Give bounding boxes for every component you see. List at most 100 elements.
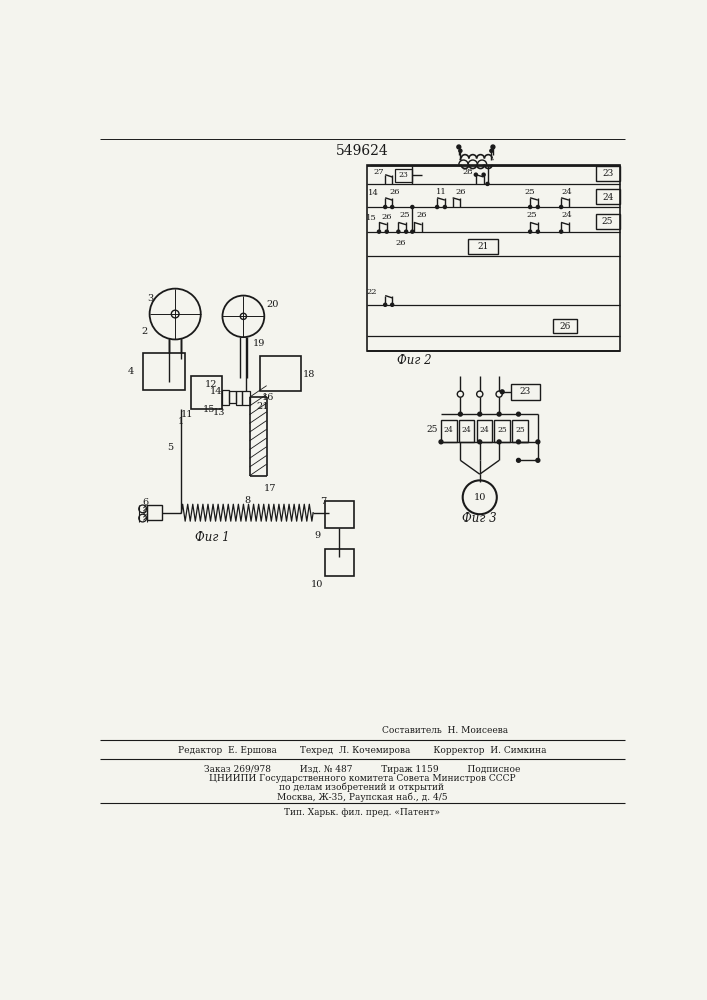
- Text: Фиг 1: Фиг 1: [195, 531, 230, 544]
- Text: 26: 26: [455, 188, 466, 196]
- Circle shape: [391, 303, 394, 306]
- Bar: [395, 169, 412, 182]
- Text: 18: 18: [303, 370, 315, 379]
- Bar: [494, 420, 510, 442]
- Bar: [222, 389, 230, 405]
- Text: Москва, Ж-35, Раупская наб., д. 4/5: Москва, Ж-35, Раупская наб., д. 4/5: [276, 792, 448, 802]
- Text: 24: 24: [444, 426, 454, 434]
- Text: 9: 9: [314, 531, 320, 540]
- Text: 4: 4: [128, 367, 134, 376]
- Circle shape: [411, 205, 414, 209]
- Circle shape: [443, 205, 446, 209]
- Text: 26: 26: [390, 188, 399, 196]
- Circle shape: [439, 440, 443, 444]
- Text: Тип. Харьк. фил. пред. «Патент»: Тип. Харьк. фил. пред. «Патент»: [284, 808, 440, 817]
- Text: 24: 24: [479, 426, 489, 434]
- Bar: [325, 501, 354, 528]
- Text: 10: 10: [311, 580, 323, 589]
- Circle shape: [459, 149, 462, 152]
- Text: 5: 5: [167, 443, 173, 452]
- Text: 14: 14: [210, 387, 223, 396]
- Bar: [230, 391, 235, 403]
- Text: 21: 21: [257, 402, 269, 411]
- Bar: [441, 420, 457, 442]
- Bar: [146, 505, 162, 520]
- Circle shape: [478, 412, 481, 416]
- Circle shape: [537, 230, 539, 233]
- Text: Фиг 2: Фиг 2: [397, 354, 431, 367]
- Text: 25: 25: [602, 217, 614, 226]
- Circle shape: [529, 205, 532, 209]
- Text: 25: 25: [497, 426, 507, 434]
- Text: 25: 25: [399, 211, 410, 219]
- Text: 24: 24: [602, 192, 613, 202]
- Circle shape: [384, 303, 387, 306]
- Text: по делам изобретений и открытий: по делам изобретений и открытий: [279, 783, 445, 792]
- Circle shape: [536, 440, 540, 444]
- Text: 10: 10: [474, 493, 486, 502]
- Text: Составитель  Н. Моисеева: Составитель Н. Моисеева: [382, 726, 508, 735]
- Circle shape: [436, 205, 438, 209]
- Circle shape: [474, 173, 477, 176]
- Circle shape: [482, 173, 485, 176]
- Text: 26: 26: [416, 211, 427, 219]
- Circle shape: [397, 230, 400, 233]
- Text: 14: 14: [368, 189, 379, 197]
- Bar: [596, 166, 620, 181]
- Text: 11: 11: [180, 410, 193, 419]
- Circle shape: [529, 230, 532, 233]
- Text: 20: 20: [267, 300, 279, 309]
- Text: 549624: 549624: [336, 144, 388, 158]
- Circle shape: [491, 145, 495, 149]
- Text: 25: 25: [515, 426, 525, 434]
- Text: 24: 24: [561, 188, 572, 196]
- Text: 19: 19: [252, 339, 265, 348]
- Text: 15: 15: [366, 214, 377, 222]
- Text: 27: 27: [374, 168, 385, 176]
- Text: 16: 16: [262, 393, 274, 402]
- Text: 23: 23: [399, 171, 409, 179]
- Bar: [191, 376, 222, 409]
- Text: 26: 26: [559, 322, 571, 331]
- Circle shape: [559, 230, 563, 233]
- Bar: [260, 356, 300, 391]
- Text: 15: 15: [202, 405, 215, 414]
- Text: 26: 26: [382, 213, 392, 221]
- Text: 17: 17: [264, 484, 276, 493]
- Bar: [513, 420, 528, 442]
- Bar: [235, 391, 242, 405]
- Circle shape: [478, 440, 481, 444]
- Text: 24: 24: [561, 211, 572, 219]
- Circle shape: [537, 205, 539, 209]
- Text: 28: 28: [463, 168, 474, 176]
- Circle shape: [497, 440, 501, 444]
- Text: 2: 2: [142, 327, 148, 336]
- Circle shape: [486, 182, 489, 185]
- Text: 7: 7: [320, 497, 327, 506]
- Text: 21: 21: [477, 242, 489, 251]
- Circle shape: [378, 230, 380, 233]
- Text: Заказ 269/978          Изд. № 487          Тираж 1159          Подписное: Заказ 269/978 Изд. № 487 Тираж 1159 Подп…: [204, 765, 520, 774]
- Circle shape: [517, 440, 520, 444]
- Bar: [477, 420, 492, 442]
- Circle shape: [404, 230, 408, 233]
- Text: 1: 1: [178, 417, 185, 426]
- Circle shape: [490, 149, 493, 152]
- Circle shape: [559, 205, 563, 209]
- Circle shape: [458, 412, 462, 416]
- Text: 3: 3: [147, 294, 153, 303]
- Text: Фиг 3: Фиг 3: [462, 512, 497, 525]
- Bar: [242, 391, 250, 405]
- Circle shape: [457, 145, 461, 149]
- Text: 22: 22: [366, 288, 377, 296]
- Bar: [510, 384, 540, 400]
- Circle shape: [384, 205, 387, 209]
- Bar: [596, 189, 620, 204]
- Circle shape: [391, 205, 394, 209]
- Text: 25: 25: [427, 425, 438, 434]
- Circle shape: [536, 458, 540, 462]
- Text: ЦНИИПИ Государственного комитета Совета Министров СССР: ЦНИИПИ Государственного комитета Совета …: [209, 774, 515, 783]
- Bar: [596, 214, 620, 229]
- Text: 26: 26: [395, 239, 406, 247]
- Text: 23: 23: [602, 169, 613, 178]
